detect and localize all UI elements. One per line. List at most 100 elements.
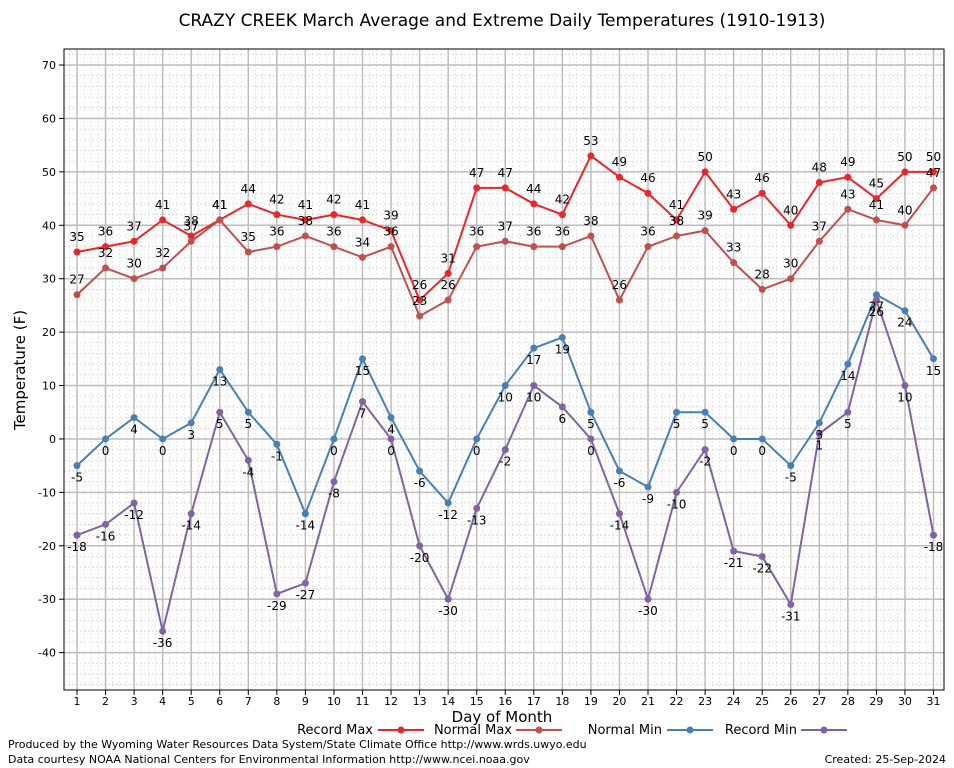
data-point-normal-max	[673, 232, 681, 240]
data-label-normal-min: 19	[555, 342, 570, 356]
data-point-record-max	[444, 269, 452, 277]
data-label-record-min: -4	[242, 465, 254, 479]
data-point-normal-min	[416, 467, 424, 475]
plot-frame	[63, 48, 945, 691]
data-label-normal-min: 5	[587, 417, 595, 431]
data-point-record-max	[102, 243, 110, 251]
data-label-normal-min: 0	[159, 444, 167, 458]
data-label-record-max: 50	[897, 150, 912, 164]
data-label-record-min: -31	[781, 610, 801, 624]
data-point-normal-min	[159, 435, 167, 443]
y-tick-label: -20	[38, 540, 56, 553]
x-axis-ticks: 1 2 3 4 5 6 7 8 9 10 11 12 13 14 15 16 17 18 19 20 21 22 23 24 2…	[74, 690, 941, 708]
data-point-record-min	[73, 531, 81, 539]
data-label-record-min: -10	[667, 497, 687, 511]
data-point-record-min	[787, 601, 795, 609]
data-label-record-min: -8	[328, 487, 340, 501]
data-label-normal-min: 13	[212, 375, 227, 389]
data-point-normal-max	[701, 227, 709, 235]
data-point-record-min	[844, 408, 852, 416]
data-label-normal-max: 38	[298, 214, 313, 228]
data-label-normal-max: 36	[469, 225, 484, 239]
data-point-normal-min	[844, 360, 852, 368]
y-tick-label: 20	[42, 326, 56, 339]
data-point-normal-max	[216, 216, 224, 224]
series-layer	[73, 152, 937, 635]
data-point-record-min	[815, 430, 823, 438]
data-label-normal-min: 4	[130, 423, 138, 437]
data-point-record-min	[387, 435, 395, 443]
x-tick-label: 20	[612, 695, 626, 708]
data-label-normal-max: 34	[355, 235, 370, 249]
y-tick-label: 50	[42, 166, 56, 179]
data-point-record-min	[530, 382, 538, 390]
data-label-normal-max: 36	[640, 225, 655, 239]
legend-label-record-max: Record Max	[297, 723, 373, 738]
x-tick-label: 19	[584, 695, 598, 708]
data-point-normal-min	[244, 408, 252, 416]
data-label-normal-max: 37	[184, 219, 199, 233]
x-tick-label: 30	[898, 695, 912, 708]
y-tick-label: 70	[42, 59, 56, 72]
data-label-normal-min: 4	[387, 423, 395, 437]
x-tick-label: 28	[841, 695, 855, 708]
data-label-normal-max: 36	[383, 225, 398, 239]
data-label-record-min: -12	[124, 508, 144, 522]
data-point-record-min	[444, 595, 452, 603]
data-label-normal-max: 36	[555, 225, 570, 239]
data-point-record-max	[587, 152, 595, 160]
data-label-normal-max: 47	[926, 166, 941, 180]
data-point-normal-min	[187, 419, 195, 427]
data-label-record-min: -13	[467, 513, 487, 527]
data-label-record-max: 48	[812, 161, 827, 175]
minor-grid	[64, 49, 944, 690]
data-label-normal-max: 27	[69, 273, 84, 287]
data-point-record-min	[244, 456, 252, 464]
data-label-normal-min: 0	[330, 444, 338, 458]
legend-label-normal-max: Normal Max	[434, 723, 512, 738]
x-tick-label: 17	[527, 695, 541, 708]
x-tick-label: 12	[384, 695, 398, 708]
data-label-normal-max: 36	[526, 225, 541, 239]
data-point-normal-min	[444, 499, 452, 507]
data-label-normal-max: 32	[98, 246, 113, 260]
data-point-normal-min	[787, 462, 795, 470]
data-point-record-min	[872, 296, 880, 304]
data-label-normal-min: 24	[897, 316, 912, 330]
data-label-normal-max: 41	[212, 198, 227, 212]
data-point-record-max	[187, 232, 195, 240]
x-tick-label: 24	[727, 695, 741, 708]
x-tick-label: 23	[698, 695, 712, 708]
data-point-record-min	[359, 398, 366, 406]
x-tick-label: 8	[273, 695, 280, 708]
x-tick-label: 14	[441, 695, 455, 708]
legend-label-record-min: Record Min	[725, 723, 797, 738]
data-label-normal-max: 39	[697, 209, 712, 223]
data-point-record-min	[558, 403, 566, 411]
data-label-record-max: 41	[669, 198, 684, 212]
data-point-normal-min	[901, 307, 909, 315]
x-tick-label: 25	[755, 695, 769, 708]
data-point-record-min	[159, 627, 167, 635]
data-label-record-min: 1	[815, 439, 823, 453]
data-label-record-max: 53	[583, 134, 598, 148]
data-point-normal-max	[615, 296, 623, 304]
data-point-normal-max	[387, 243, 395, 251]
legend-marker-record-max	[397, 726, 405, 734]
data-label-record-min: -36	[153, 636, 173, 650]
data-point-record-min	[673, 488, 681, 496]
data-label-normal-max: 36	[269, 225, 284, 239]
data-point-normal-min	[815, 419, 823, 427]
data-point-normal-max	[787, 275, 795, 283]
data-label-normal-max: 26	[441, 278, 456, 292]
data-point-normal-min	[730, 435, 738, 443]
data-label-record-min: 6	[559, 412, 567, 426]
x-tick-label: 16	[498, 695, 512, 708]
data-point-normal-min	[273, 440, 281, 448]
footer-produced-by: Produced by the Wyoming Water Resources …	[8, 738, 587, 751]
data-label-record-max: 49	[840, 155, 855, 169]
data-point-record-max	[473, 184, 481, 192]
chart-title: CRAZY CREEK March Average and Extreme Da…	[179, 11, 826, 31]
data-point-normal-max	[244, 248, 252, 256]
data-point-record-max	[330, 211, 338, 219]
